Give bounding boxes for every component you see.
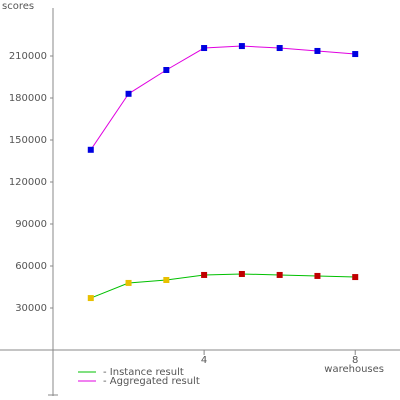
legend-label: - Instance result <box>103 367 184 378</box>
series-line <box>90 45 356 151</box>
point-marker <box>276 271 283 278</box>
x-axis-label: warehouses <box>324 364 384 375</box>
legend-label: - Aggregated result <box>103 376 200 387</box>
point-marker <box>163 67 170 73</box>
y-tick-label: 60000 <box>15 261 47 272</box>
x-tick-label: 4 <box>201 355 207 366</box>
y-tick-label: 90000 <box>15 219 47 230</box>
y-tick-label: 210000 <box>9 51 47 62</box>
point-marker <box>201 45 208 52</box>
point-marker <box>87 295 94 302</box>
point-marker <box>314 272 321 279</box>
point-marker <box>352 51 359 58</box>
point-marker <box>125 90 132 97</box>
x-tick-label: 8 <box>352 355 358 366</box>
y-tick-label: 150000 <box>9 135 47 146</box>
series-line <box>90 273 356 299</box>
point-marker <box>87 146 94 153</box>
point-marker <box>314 47 321 54</box>
point-marker <box>238 43 245 50</box>
point-marker <box>352 274 359 281</box>
y-tick-label: 120000 <box>9 177 47 188</box>
point-marker <box>201 271 208 278</box>
point-marker <box>276 45 283 52</box>
point-marker <box>125 279 132 286</box>
y-axis-label: scores <box>2 1 34 12</box>
y-tick-label: 30000 <box>15 303 47 314</box>
point-marker <box>238 270 245 277</box>
point-marker <box>163 277 170 283</box>
y-tick-label: 180000 <box>9 93 47 104</box>
